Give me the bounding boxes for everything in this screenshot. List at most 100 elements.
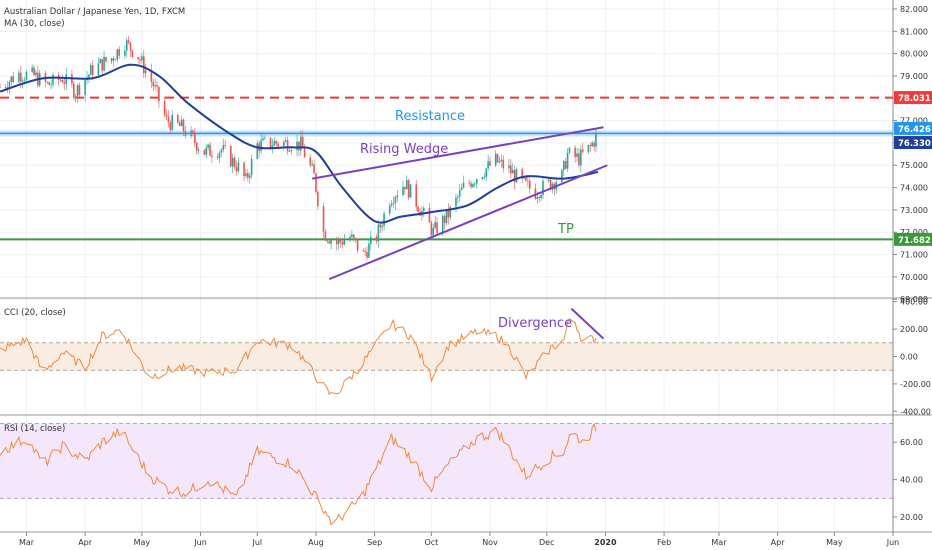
candle-body xyxy=(184,131,187,136)
candle-body xyxy=(231,157,234,167)
cci-line xyxy=(0,318,597,396)
candle-body xyxy=(8,81,11,89)
time-tick-label: Feb xyxy=(657,538,671,547)
candle-body xyxy=(271,145,274,148)
candle-body xyxy=(472,183,474,188)
candle-body xyxy=(547,179,550,181)
rising-wedge-label: Rising Wedge xyxy=(360,142,448,157)
candle-body xyxy=(436,222,438,234)
time-tick-label: Jun xyxy=(886,538,900,547)
candle-body xyxy=(364,250,366,253)
candle-body xyxy=(430,222,433,236)
time-tick-label: Sep xyxy=(367,538,382,547)
resistance-label: Resistance xyxy=(395,109,465,124)
price-badge: 76.426 xyxy=(894,121,932,135)
candle-body xyxy=(589,144,592,147)
rsi-band xyxy=(0,423,893,499)
candle-body xyxy=(335,240,338,245)
price-tick-label: 74.000 xyxy=(900,184,928,193)
candle-body xyxy=(182,119,185,132)
candle-body xyxy=(0,87,1,88)
candle-body xyxy=(525,177,527,181)
candle-body xyxy=(500,159,503,162)
candle-body xyxy=(356,240,359,251)
candle-body xyxy=(330,240,332,244)
candle-body xyxy=(317,191,319,207)
candle-body xyxy=(150,70,153,82)
candle-body xyxy=(141,56,143,61)
candle-body xyxy=(76,85,79,97)
candle-body xyxy=(91,65,94,76)
candle-body xyxy=(313,164,315,174)
candle-body xyxy=(25,71,28,80)
candle-body xyxy=(409,184,412,198)
candle-body xyxy=(337,239,340,245)
candle-body xyxy=(383,213,385,226)
candle-body xyxy=(171,114,173,130)
time-tick-label: Oct xyxy=(424,538,438,547)
time-tick-label: Apr xyxy=(771,538,786,547)
candle-body xyxy=(131,50,134,58)
candle-body xyxy=(561,170,563,183)
candle-body xyxy=(470,183,472,188)
candle-body xyxy=(300,136,302,151)
candle-body xyxy=(46,81,49,83)
price-axis[interactable]: 82.00081.00080.00079.00078.00077.00076.0… xyxy=(892,0,932,532)
candle-body xyxy=(211,155,213,158)
candle-body xyxy=(20,72,22,82)
candle-body xyxy=(139,59,141,61)
price-badge-label: 71.682 xyxy=(898,236,931,246)
candle-body xyxy=(474,183,476,185)
candle-body xyxy=(237,162,240,172)
candle-body xyxy=(129,42,132,51)
price-tick-label: 71.000 xyxy=(900,251,928,260)
candle-body xyxy=(243,162,245,177)
candle-body xyxy=(496,153,499,163)
candle-body xyxy=(144,70,147,74)
candle-body xyxy=(165,114,168,117)
candle-body xyxy=(328,241,330,244)
candle-body xyxy=(521,169,523,179)
candle-body xyxy=(158,86,160,102)
candle-body xyxy=(61,79,64,83)
candle-body xyxy=(142,56,145,74)
candle-body xyxy=(78,85,81,95)
price-badge: 71.682 xyxy=(894,232,932,246)
candle-body xyxy=(339,239,342,243)
candle-body xyxy=(593,142,595,147)
candle-body xyxy=(422,207,425,212)
candle-body xyxy=(434,222,436,228)
candle-body xyxy=(447,209,450,218)
candle-body xyxy=(230,146,232,167)
price-tick-label: 72.000 xyxy=(900,228,928,237)
candle-body xyxy=(326,240,329,242)
candle-body xyxy=(203,149,206,155)
candle-body xyxy=(303,148,306,158)
candle-body xyxy=(417,206,419,212)
candle-body xyxy=(407,180,410,198)
cci-legend: CCI (20, close) xyxy=(4,308,66,318)
candle-body xyxy=(65,74,68,84)
candle-body xyxy=(381,225,383,228)
candle-body xyxy=(105,56,107,62)
price-tick-label: 70.000 xyxy=(900,273,928,282)
time-tick-label: Apr xyxy=(78,538,93,547)
cci-axis[interactable]: 400.00 200.00 0.00 -200.00 -400.00 xyxy=(893,298,931,417)
time-tick-label: Dec xyxy=(539,538,554,547)
candle-body xyxy=(177,114,179,123)
candle-body xyxy=(264,137,266,139)
time-axis[interactable]: Mar Apr May Jun Jul Aug Sep Oct Nov Dec 2020 Feb Mar… xyxy=(0,531,932,547)
candle-body xyxy=(508,165,510,169)
price-tick-label: 73.000 xyxy=(900,206,928,215)
candle-body xyxy=(432,227,435,236)
candle-body xyxy=(368,243,370,258)
candle-body xyxy=(563,161,565,171)
candle-body xyxy=(50,84,52,86)
rsi-axis[interactable]: 60.00 40.00 20.00 xyxy=(893,438,923,522)
candle-body xyxy=(587,144,590,152)
candle-body xyxy=(124,50,126,56)
price-badge-label: 78.031 xyxy=(898,94,931,104)
price-badge-label: 76.426 xyxy=(898,125,931,135)
candle-body xyxy=(510,165,512,174)
